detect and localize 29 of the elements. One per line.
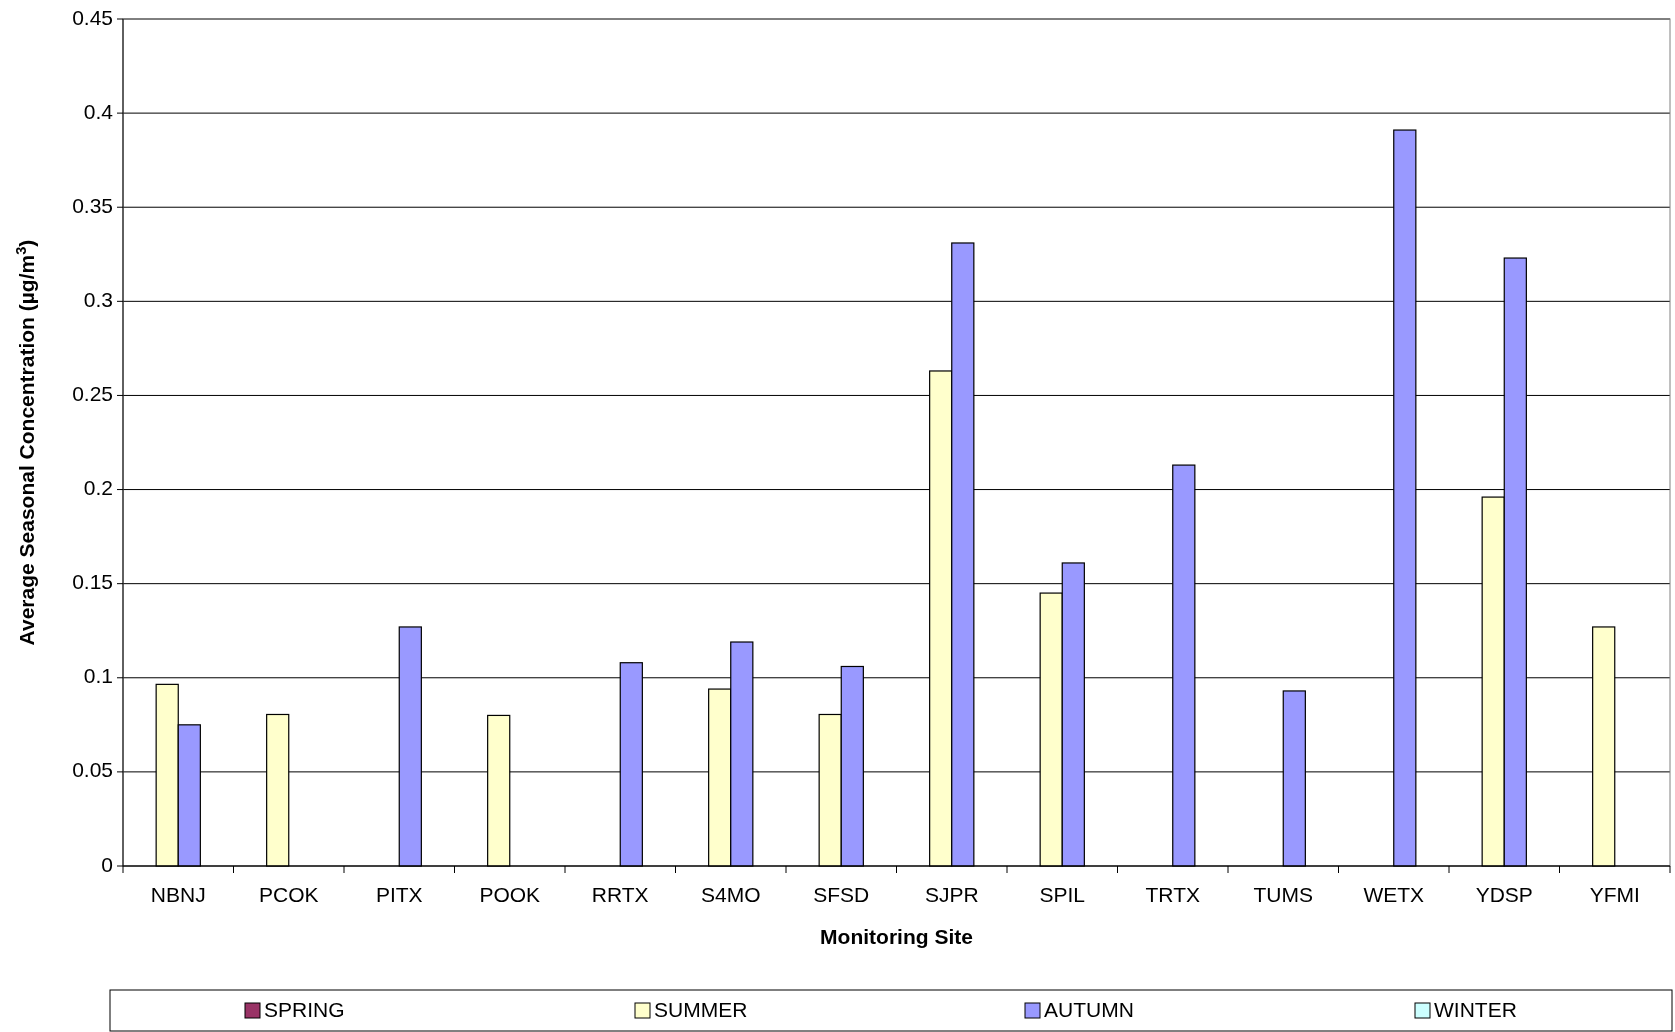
x-tick-label: TRTX (1145, 883, 1200, 906)
x-tick-label: SFSD (813, 883, 870, 906)
x-tick-label: PITX (375, 883, 423, 906)
y-tick-label: 0.25 (72, 381, 113, 405)
x-tick-label: RRTX (591, 883, 649, 906)
y-tick-label: 0.35 (72, 193, 113, 217)
x-tick-label: SJPR (924, 883, 979, 906)
y-tick-label: 0.2 (83, 476, 113, 500)
x-tick-label: S4MO (700, 883, 761, 906)
x-tick-label: YDSP (1475, 883, 1533, 906)
x-tick-label: NBNJ (150, 883, 206, 906)
legend-label: SUMMER (654, 997, 748, 1021)
x-axis-title: Monitoring Site (820, 925, 973, 948)
x-tick-label: POOK (479, 883, 541, 906)
y-tick-label: 0.05 (72, 758, 113, 782)
legend-label: SPRING (264, 997, 345, 1021)
legend-label: AUTUMN (1044, 997, 1134, 1021)
legend-label: WINTER (1434, 997, 1517, 1021)
y-tick-label: 0.15 (72, 570, 113, 594)
x-tick-label: TUMS (1253, 883, 1313, 906)
x-tick-label: SPIL (1039, 883, 1086, 906)
y-tick-label: 0.1 (83, 664, 113, 688)
x-tick-label: WETX (1363, 883, 1425, 906)
x-tick-label: PCOK (258, 883, 319, 906)
x-tick-label: YFMI (1589, 883, 1640, 906)
y-tick-label: 0.45 (72, 5, 113, 29)
y-tick-label: 0 (101, 852, 113, 876)
y-tick-label: 0.4 (83, 99, 114, 123)
y-tick-label: 0.3 (83, 287, 113, 311)
